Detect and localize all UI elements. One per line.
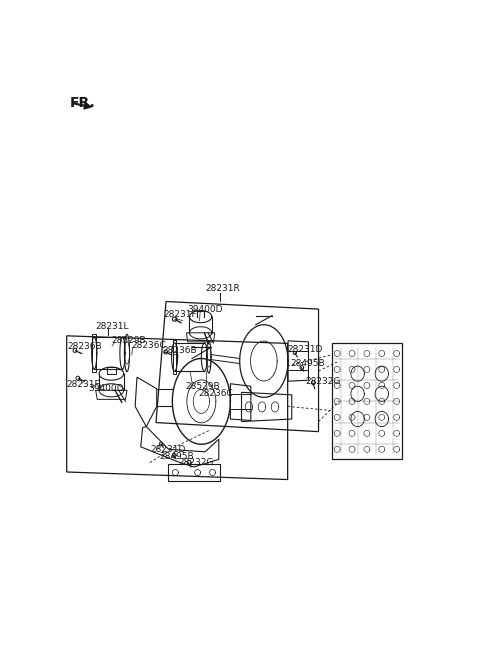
- Text: 28495B: 28495B: [160, 453, 194, 461]
- Text: 28236B: 28236B: [162, 346, 197, 356]
- Bar: [332, 343, 402, 459]
- Text: 28529B: 28529B: [111, 336, 146, 345]
- Text: FR.: FR.: [69, 96, 95, 110]
- Text: 28231L: 28231L: [96, 322, 129, 331]
- Text: 39400D: 39400D: [187, 305, 222, 314]
- Text: 28495B: 28495B: [290, 358, 324, 367]
- Text: 28236B: 28236B: [67, 343, 102, 352]
- Text: 28231F: 28231F: [67, 380, 100, 388]
- Text: 28231F: 28231F: [163, 310, 197, 318]
- Text: 28529B: 28529B: [186, 382, 220, 391]
- Text: 28231D: 28231D: [150, 445, 185, 455]
- Text: 39400D: 39400D: [89, 384, 124, 393]
- Text: 28232G: 28232G: [178, 458, 214, 468]
- Text: 28236C: 28236C: [132, 341, 166, 350]
- Text: 28232G: 28232G: [305, 377, 341, 386]
- Text: 28231R: 28231R: [205, 284, 240, 293]
- Text: 28236C: 28236C: [198, 389, 233, 398]
- Text: 28231D: 28231D: [287, 345, 322, 354]
